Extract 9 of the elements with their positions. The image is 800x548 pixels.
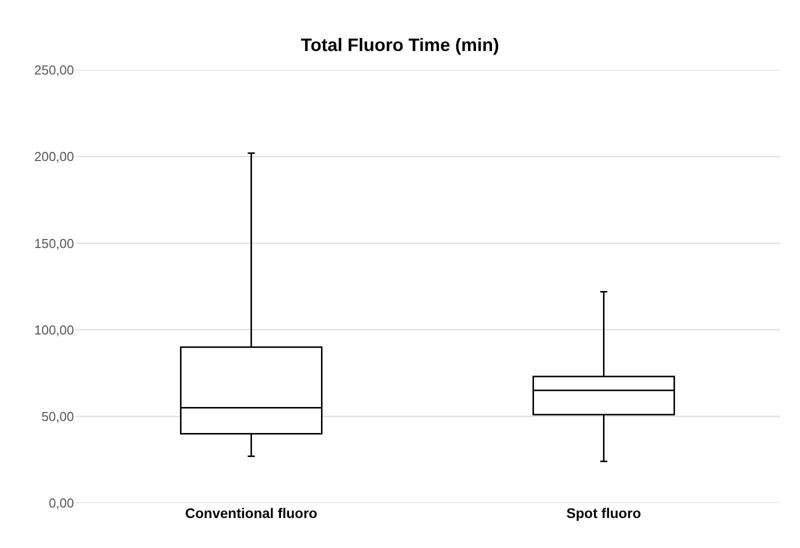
y-tick-label: 100,00 bbox=[34, 322, 74, 338]
x-tick-label: Conventional fluoro bbox=[185, 505, 318, 521]
y-tick-label: 50,00 bbox=[41, 408, 74, 424]
x-tick-label: Spot fluoro bbox=[566, 505, 642, 521]
y-tick-label: 200,00 bbox=[34, 149, 74, 164]
y-tick-label: 250,00 bbox=[34, 62, 74, 78]
y-tick-label: 150,00 bbox=[34, 236, 74, 251]
chart-title: Total Fluoro Time (min) bbox=[300, 34, 500, 55]
y-tick-label: 0,00 bbox=[48, 496, 74, 511]
